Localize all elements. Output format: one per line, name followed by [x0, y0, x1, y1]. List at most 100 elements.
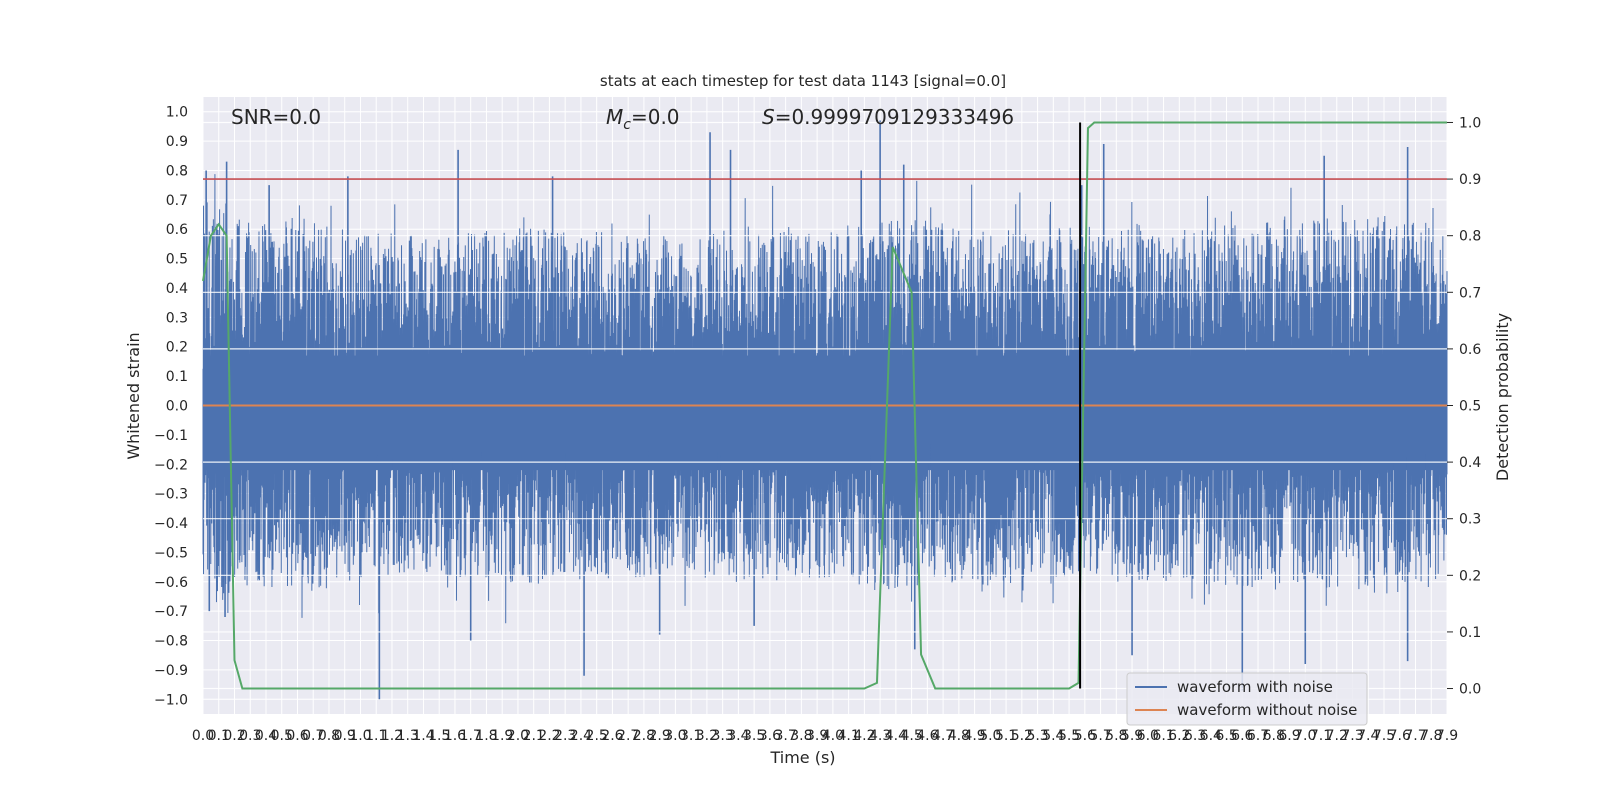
x-tick-label: 6.2 — [1168, 728, 1190, 744]
y-axis-left-label: Whitened strain — [124, 332, 143, 459]
x-tick-label: 0.7 — [302, 728, 324, 744]
x-tick-label: 2.4 — [570, 728, 592, 744]
x-tick-label: 0.3 — [239, 728, 261, 744]
x-tick-label: 0.8 — [318, 728, 340, 744]
x-tick-label: 3.6 — [759, 728, 781, 744]
legend: waveform with noise waveform without noi… — [1126, 672, 1368, 726]
x-tick-label: 6.0 — [1137, 728, 1159, 744]
x-tick-label: 2.7 — [617, 728, 639, 744]
x-tick-label: 3.9 — [806, 728, 828, 744]
x-tick-label: 5.7 — [1089, 728, 1111, 744]
x-tick-label: 5.1 — [995, 728, 1017, 744]
y-left-tick-label: −0.5 — [154, 545, 188, 561]
y-right-tick-label: 0.9 — [1459, 172, 1481, 188]
y-left-tick-label: 0.9 — [166, 134, 188, 150]
x-tick-label: 2.5 — [586, 728, 608, 744]
y-axis-right-label: Detection probability — [1493, 313, 1512, 481]
x-tick-label: 4.6 — [916, 728, 938, 744]
y-left-tick-label: −0.1 — [154, 428, 188, 444]
y-axis-left-ticks: 1.0 0.9 0.8 0.7 0.6 0.5 0.4 0.3 0.2 0.1 0.0 −0.1 −0.… — [154, 105, 188, 709]
y-left-tick-label: −0.6 — [154, 575, 188, 591]
y-axis-right-ticks: 1.0 0.9 0.8 0.7 0.6 0.5 0.4 0.3 0.2 0.1 0.0 — [1447, 115, 1481, 698]
x-tick-label: 3.2 — [696, 728, 718, 744]
x-tick-label: 0.9 — [334, 728, 356, 744]
y-left-tick-label: 0.2 — [166, 340, 188, 356]
y-left-tick-label: 0.6 — [166, 222, 188, 238]
snr-annotation: SNR=0.0 — [231, 105, 321, 129]
waveform-with-noise-line — [202, 174, 1448, 624]
y-right-tick-label: 0.2 — [1459, 568, 1481, 584]
x-tick-label: 4.4 — [885, 728, 907, 744]
x-tick-label: 0.4 — [255, 728, 277, 744]
y-left-tick-label: 0.7 — [166, 193, 188, 209]
x-tick-label: 2.3 — [554, 728, 576, 744]
x-tick-label: 6.7 — [1247, 728, 1269, 744]
x-tick-label: 1.7 — [460, 728, 482, 744]
y-left-tick-label: 0.3 — [166, 310, 188, 326]
x-tick-label: 5.9 — [1121, 728, 1143, 744]
x-tick-label: 0.1 — [208, 728, 230, 744]
x-tick-label: 4.2 — [853, 728, 875, 744]
legend-label-noise: waveform with noise — [1177, 678, 1333, 696]
x-tick-label: 6.3 — [1184, 728, 1206, 744]
x-tick-label: 5.2 — [1011, 728, 1033, 744]
x-tick-label: 7.5 — [1373, 728, 1395, 744]
x-tick-label: 2.6 — [601, 728, 623, 744]
x-tick-label: 7.9 — [1436, 728, 1458, 744]
x-tick-label: 5.6 — [1074, 728, 1096, 744]
x-tick-label: 6.1 — [1152, 728, 1174, 744]
x-tick-label: 1.8 — [475, 728, 497, 744]
y-left-tick-label: −0.7 — [154, 604, 188, 620]
x-tick-label: 7.2 — [1326, 728, 1348, 744]
plot-area — [202, 120, 1448, 700]
detection-probability-line — [202, 121, 1447, 690]
x-tick-label: 3.4 — [727, 728, 749, 744]
x-tick-label: 3.5 — [743, 728, 765, 744]
x-tick-label: 4.8 — [948, 728, 970, 744]
y-right-tick-label: 0.0 — [1459, 682, 1481, 698]
x-tick-label: 3.3 — [712, 728, 734, 744]
s-value: =0.9999709129333496 — [775, 105, 1014, 129]
x-tick-label: 6.5 — [1215, 728, 1237, 744]
x-tick-label: 1.3 — [397, 728, 419, 744]
x-axis-ticks: 0.00.10.20.30.40.50.60.70.80.91.01.11.21… — [192, 728, 1458, 744]
legend-label-clean: waveform without noise — [1177, 701, 1357, 719]
x-tick-label: 6.4 — [1200, 728, 1222, 744]
mc-value: =0.0 — [631, 105, 680, 129]
x-tick-label: 3.7 — [775, 728, 797, 744]
y-right-tick-label: 0.4 — [1459, 455, 1481, 471]
y-left-tick-label: 0.0 — [166, 399, 188, 415]
y-left-tick-label: 0.1 — [166, 369, 188, 385]
mc-annotation: Mc=0.0 — [606, 105, 680, 133]
x-tick-label: 4.7 — [932, 728, 954, 744]
x-tick-label: 7.8 — [1420, 728, 1442, 744]
x-tick-label: 4.1 — [837, 728, 859, 744]
x-tick-label: 7.1 — [1310, 728, 1332, 744]
x-tick-label: 4.3 — [869, 728, 891, 744]
y-left-tick-label: −0.8 — [154, 634, 188, 650]
x-tick-label: 1.2 — [381, 728, 403, 744]
y-left-tick-label: −0.9 — [154, 663, 188, 679]
y-right-tick-label: 0.8 — [1459, 229, 1481, 245]
x-tick-label: 3.0 — [664, 728, 686, 744]
x-tick-label: 7.3 — [1341, 728, 1363, 744]
y-right-tick-label: 0.7 — [1459, 285, 1481, 301]
x-tick-label: 1.9 — [491, 728, 513, 744]
y-left-tick-label: −1.0 — [154, 692, 188, 708]
y-left-tick-label: −0.3 — [154, 487, 188, 503]
s-annotation: S=0.9999709129333496 — [762, 105, 1014, 129]
y-right-tick-label: 1.0 — [1459, 115, 1481, 131]
chart-title: stats at each timestep for test data 114… — [600, 72, 1006, 90]
y-left-tick-label: 0.5 — [166, 252, 188, 268]
y-right-tick-label: 0.5 — [1459, 399, 1481, 415]
x-tick-label: 0.6 — [286, 728, 308, 744]
x-tick-label: 0.0 — [192, 728, 214, 744]
x-tick-label: 6.6 — [1231, 728, 1253, 744]
x-tick-label: 1.5 — [428, 728, 450, 744]
y-right-tick-label: 0.3 — [1459, 512, 1481, 528]
x-tick-label: 3.8 — [790, 728, 812, 744]
x-tick-label: 5.3 — [1026, 728, 1048, 744]
x-tick-label: 2.0 — [507, 728, 529, 744]
x-tick-label: 7.7 — [1404, 728, 1426, 744]
